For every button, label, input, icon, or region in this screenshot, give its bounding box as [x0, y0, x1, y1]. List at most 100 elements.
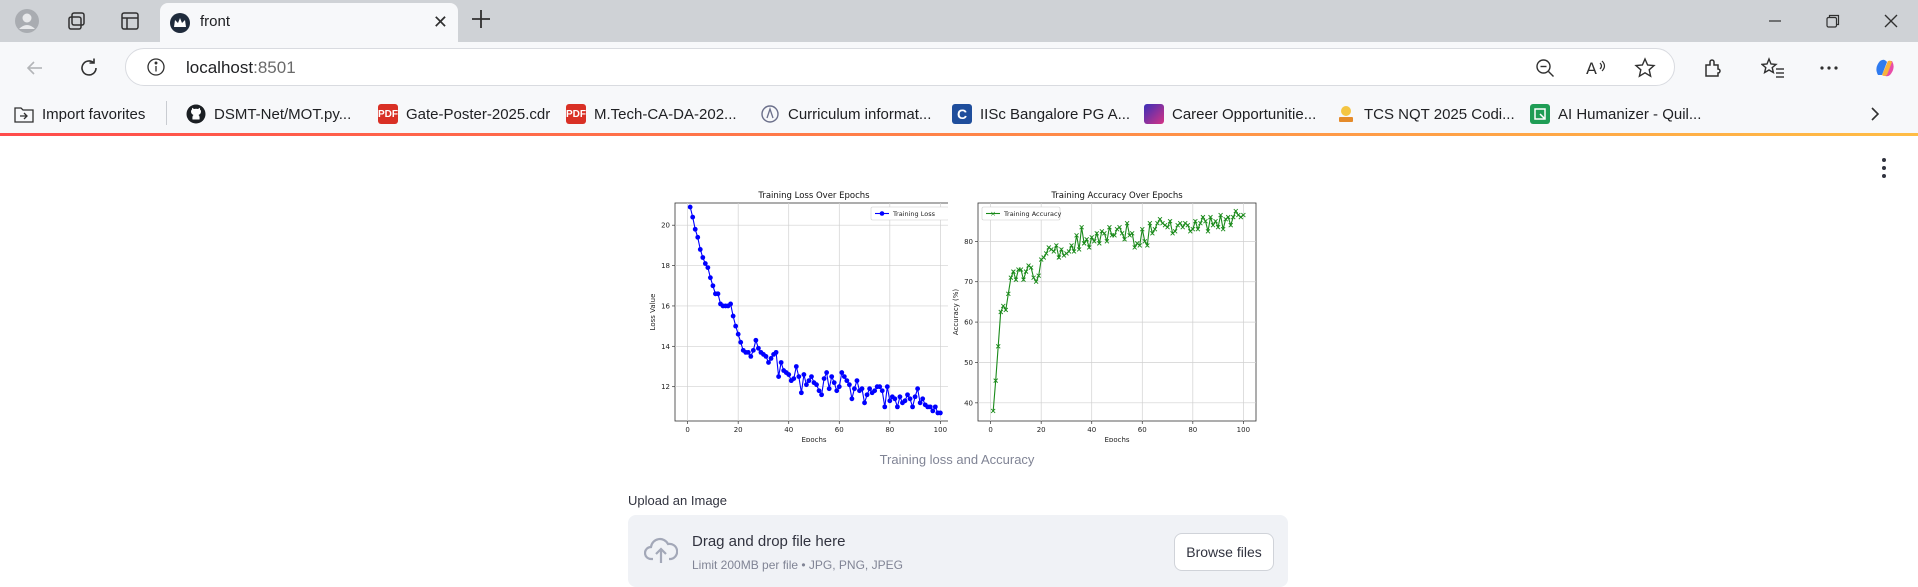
chart0-x-tick-label: 0 — [685, 426, 689, 434]
chart0-data-point — [854, 378, 860, 384]
chart0-data-point — [920, 396, 926, 402]
chart1-data-point — [1094, 230, 1100, 236]
chart1-data-point — [1071, 249, 1077, 254]
marker-stroke — [1160, 220, 1165, 226]
close-tab-icon[interactable]: ✕ — [432, 12, 448, 32]
chart0-data-point — [887, 398, 893, 404]
marker-stroke — [1074, 232, 1079, 238]
chart0-data-point — [768, 356, 774, 361]
c-icon: C — [952, 104, 972, 124]
site-info-icon[interactable] — [146, 57, 166, 77]
more-options-icon[interactable] — [1816, 55, 1842, 81]
marker-stroke — [993, 378, 999, 383]
bookmark-dsmt-net[interactable]: DSMT-Net/MOT.py... — [186, 103, 351, 125]
chart0-data-point — [707, 275, 713, 281]
browser-toolbar: localhost:8501 A — [0, 42, 1918, 94]
favorites-list-icon[interactable] — [1760, 55, 1786, 81]
marker-stroke — [1089, 234, 1095, 240]
bookmark-ai-humanizer[interactable]: AI Humanizer - Quil... — [1530, 103, 1701, 125]
bookmark-iisc[interactable]: C IISc Bangalore PG A... — [952, 103, 1130, 125]
chart0-data-point — [879, 388, 885, 394]
chart1-data-point — [1013, 277, 1019, 283]
bookmark-mtech-ca-da[interactable]: PDF M.Tech-CA-DA-202... — [566, 104, 737, 124]
restore-icon[interactable] — [1822, 10, 1844, 32]
marker-stroke — [1086, 245, 1092, 250]
back-icon[interactable] — [22, 55, 48, 81]
chart1-data-point — [1084, 237, 1089, 242]
app-main-menu-icon[interactable] — [1876, 158, 1892, 178]
chart0-y-tick-label: 20 — [661, 222, 670, 230]
marker-stroke — [1185, 222, 1191, 228]
copilot-icon[interactable] — [1872, 55, 1898, 81]
address-bar[interactable]: localhost:8501 A — [125, 48, 1675, 86]
marker-stroke — [1150, 230, 1155, 236]
bookmark-tcs-nqt[interactable]: TCS NQT 2025 Codi... — [1336, 103, 1515, 125]
bookmark-import-favorites[interactable]: Import favorites — [14, 103, 145, 125]
marker-stroke — [1139, 226, 1145, 232]
marker-stroke — [1208, 214, 1213, 220]
chart0-data-point — [862, 400, 867, 406]
zoom-out-icon[interactable] — [1534, 57, 1556, 79]
chart1-data-point — [1043, 251, 1049, 256]
chart1-data-point — [1177, 220, 1183, 226]
chart1-y-axis-label: Accuracy (%) — [952, 289, 960, 336]
more-bookmarks-chevron-icon[interactable] — [1868, 103, 1882, 125]
marker-stroke — [1172, 228, 1178, 234]
bookmark-gate-poster[interactable]: PDF Gate-Poster-2025.cdr — [378, 104, 551, 124]
chart1-data-point — [1215, 224, 1221, 230]
bookmark-curriculum[interactable]: Curriculum informat... — [760, 103, 931, 125]
chart1-data-point — [1218, 212, 1223, 218]
chart0-data-point — [809, 374, 814, 379]
chart0-data-point — [705, 265, 711, 270]
chart1-data-point — [1117, 224, 1122, 230]
chart0-data-point — [778, 360, 784, 365]
bookmark-career[interactable]: Career Opportunitie... — [1144, 103, 1316, 125]
extensions-icon[interactable] — [1700, 55, 1726, 81]
marker-stroke — [1094, 230, 1100, 236]
marker-stroke — [1099, 228, 1105, 234]
streamlit-crown-icon — [170, 13, 190, 33]
browse-files-button[interactable]: Browse files — [1174, 533, 1274, 571]
refresh-icon[interactable] — [76, 55, 102, 81]
chart1-x-tick-label: 80 — [1188, 426, 1197, 434]
site-icon — [1336, 104, 1356, 124]
favorite-star-icon[interactable] — [1634, 57, 1656, 79]
chart0-data-point — [695, 234, 701, 240]
chart0-data-point — [844, 378, 850, 384]
marker-stroke — [1033, 279, 1039, 285]
chart0-data-point — [839, 370, 845, 375]
minimize-icon[interactable] — [1764, 10, 1786, 32]
close-window-icon[interactable] — [1880, 10, 1902, 32]
marker-stroke — [1003, 307, 1009, 313]
chart0-data-point — [806, 378, 812, 384]
workspaces-icon[interactable] — [64, 8, 90, 34]
chart0-data-point — [912, 394, 918, 400]
chart0-data-point — [884, 384, 890, 390]
marker-stroke — [1145, 243, 1150, 248]
marker-stroke — [1021, 277, 1026, 283]
marker-stroke — [1023, 269, 1029, 274]
chart0-data-point — [902, 398, 908, 404]
marker-stroke — [1165, 224, 1170, 230]
chart1-data-point — [1241, 212, 1246, 218]
vertical-tabs-icon[interactable] — [117, 8, 143, 34]
marker-stroke — [1215, 224, 1221, 230]
chart1-data-point — [1132, 245, 1138, 250]
file-dropzone[interactable]: Drag and drop file here Limit 200MB per … — [628, 515, 1288, 587]
new-tab-button[interactable] — [470, 8, 492, 34]
chart0-data-point — [738, 339, 744, 345]
active-tab[interactable]: front ✕ — [160, 3, 458, 42]
chart0-data-point — [852, 386, 857, 392]
chart1-data-point — [1059, 247, 1064, 252]
marker-stroke — [1198, 220, 1203, 226]
bookmarks-bar: Import favorites DSMT-Net/MOT.py... PDF … — [0, 94, 1918, 134]
chart1-data-point — [1228, 222, 1234, 228]
tab-strip: front ✕ — [0, 0, 1918, 42]
chart0-data-point — [700, 255, 706, 260]
chart1-data-point — [1157, 216, 1163, 222]
chart1-data-point — [1129, 230, 1135, 236]
read-aloud-icon[interactable]: A — [1586, 57, 1608, 79]
profile-icon[interactable] — [14, 8, 40, 34]
chart0-data-point — [804, 382, 809, 388]
chart0-data-point — [905, 392, 910, 398]
